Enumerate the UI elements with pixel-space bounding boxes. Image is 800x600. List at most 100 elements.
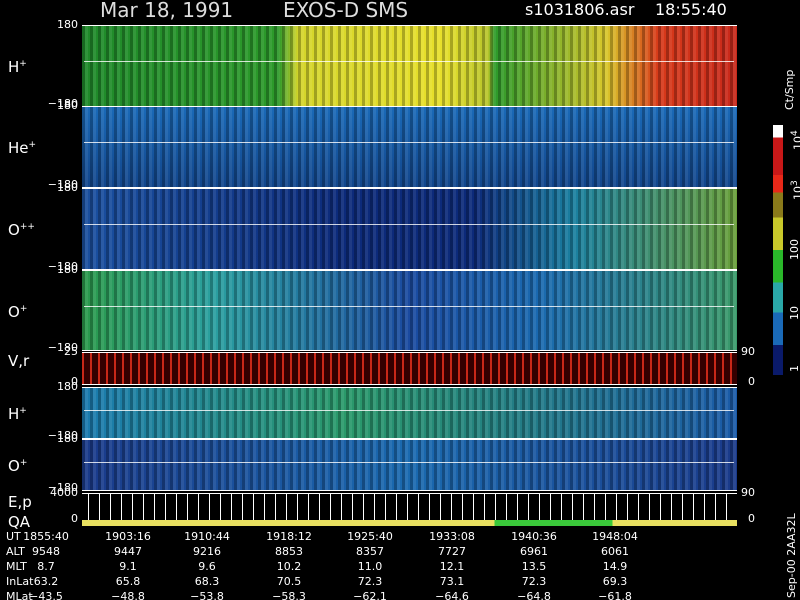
track-line [84,505,734,506]
cell: 72.3 [521,575,547,588]
time: 18:55:40 [655,0,727,19]
cell: −64.8 [517,590,551,600]
panel-label: H+ [8,405,27,423]
cell: 10.2 [276,560,302,573]
y-top: 180 [57,380,78,393]
y2-top: 90 [741,345,755,358]
cell: 9.6 [198,560,216,573]
cell: −43.5 [29,590,63,600]
y-top: 180 [57,18,78,31]
superscript: + [19,406,27,416]
cell: 1855:40 [23,530,69,543]
cell: 14.9 [602,560,628,573]
superscript: + [19,303,28,314]
panel [82,106,737,188]
y2-bottom: 0 [748,375,755,388]
y-top: 180 [57,181,78,194]
instrument: EXOS-D SMS [283,0,409,22]
y-bottom: 0 [71,375,78,388]
track-line [84,305,734,307]
panel-label: V,r [8,352,30,370]
row-label: UT [6,530,21,543]
y-top: 180 [57,99,78,112]
y-top: 180 [57,263,78,276]
row-label: MLT [6,560,27,573]
colorbar-label: 1 [788,365,800,372]
y-bottom: 0 [71,512,78,525]
track-line [84,366,734,367]
panel [82,270,737,351]
superscript: + [19,458,28,468]
date: Mar 18, 1991 [100,0,234,22]
cell: 1940:36 [511,530,557,543]
y-bottom: −180 [47,178,78,191]
cell: 6961 [520,545,548,558]
row-label: InLat [6,575,34,588]
y-bottom: −180 [47,341,78,354]
cell: 1903:16 [105,530,151,543]
cell: 8853 [275,545,303,558]
track-line [84,224,734,225]
cell: 11.0 [357,560,383,573]
panel-label: O++ [8,221,35,239]
cell: 1925:40 [347,530,393,543]
panel [82,25,737,107]
superscript: 4 [790,130,800,136]
cell: −64.6 [435,590,469,600]
cell: −58.3 [272,590,306,600]
cell: 69.3 [602,575,628,588]
panel-label: O+ [8,302,28,321]
panel [82,352,737,385]
cell: 70.5 [276,575,302,588]
cell: 65.8 [115,575,141,588]
y-bottom: −180 [47,481,78,494]
cell: 1910:44 [184,530,230,543]
cell: 1933:08 [429,530,475,543]
cell: 8.7 [37,560,55,573]
y-bottom: −180 [47,260,78,273]
cell: 12.1 [439,560,465,573]
y-top: 4000 [50,486,78,499]
cell: 73.1 [439,575,465,588]
file: s1031806.asr [525,0,635,19]
row-label: MLat [6,590,33,600]
cell: 63.2 [33,575,59,588]
cell: −62.1 [353,590,387,600]
cell: 1918:12 [266,530,312,543]
panel [82,188,737,270]
panel-label: He+ [8,139,37,157]
superscript: 3 [790,180,800,186]
y2-bottom: 0 [748,512,755,525]
cell: 7727 [438,545,466,558]
colorbar-label: 100 [788,239,800,260]
qa-bar [82,520,737,526]
cell: −61.8 [598,590,632,600]
panel [82,493,737,522]
cell: 6061 [601,545,629,558]
superscript: + [19,59,27,69]
colorbar-label: 104 [790,130,800,150]
cell: −48.8 [111,590,145,600]
superscript: ++ [19,222,35,232]
cell: 9548 [32,545,60,558]
y-top: 180 [57,432,78,445]
panel [82,387,737,439]
track-line [84,409,734,411]
colorbar-label: 10 [788,306,800,320]
cell: 72.3 [357,575,383,588]
panel-label: E,p [8,493,32,511]
panel [82,439,737,491]
cell: 68.3 [194,575,220,588]
cell: 9.1 [119,560,137,573]
panel-label: QA [8,513,31,531]
cell: −53.8 [190,590,224,600]
colorbar [773,125,783,375]
cell: 8357 [356,545,384,558]
y2-top: 90 [741,486,755,499]
colorbar-unit: Ct/Smp [783,69,796,110]
track-line [84,61,734,62]
panel-label: H+ [8,58,27,76]
y-top: 25 [64,345,78,358]
superscript: + [28,140,37,150]
